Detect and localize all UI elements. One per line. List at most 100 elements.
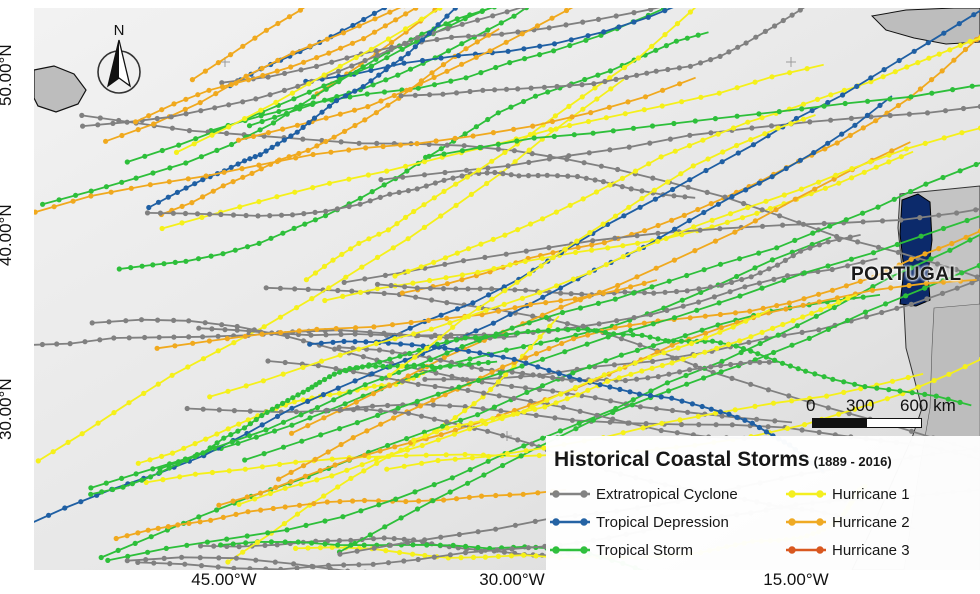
storm-track-point (918, 233, 924, 239)
storm-track-point (444, 419, 450, 425)
storm-track-point (258, 166, 264, 172)
storm-track-point (572, 296, 578, 302)
storm-track-point (886, 152, 892, 158)
storm-track-point (360, 354, 366, 360)
storm-track-point (860, 294, 866, 300)
storm-track-point (816, 299, 822, 305)
storm-track-point (427, 285, 433, 291)
storm-track-point (356, 140, 362, 146)
country-label-portugal: PORTUGAL (851, 264, 962, 285)
storm-track-point (145, 527, 151, 533)
storm-track-point (151, 560, 157, 566)
storm-track-point (368, 78, 374, 84)
storm-track-tropical-storm (90, 360, 498, 496)
storm-track-point (790, 318, 796, 324)
storm-track-point (414, 35, 421, 41)
storm-track-point (98, 554, 104, 561)
storm-track-point (535, 172, 541, 179)
storm-track-point (475, 544, 481, 551)
storm-track-point (535, 328, 541, 334)
storm-track-point (402, 40, 408, 46)
legend-title-text: Historical Coastal Storms (554, 448, 810, 471)
storm-track-point (218, 542, 224, 548)
storm-track-point (649, 43, 655, 49)
storm-track-point (976, 263, 980, 269)
storm-track-point (286, 154, 292, 160)
storm-track-point (259, 331, 265, 337)
storm-track-point (947, 247, 953, 253)
storm-track-point (614, 318, 620, 324)
storm-track-point (300, 397, 306, 403)
storm-track-point (300, 338, 307, 344)
storm-track-point (801, 296, 807, 302)
storm-track-point (757, 340, 763, 347)
storm-track-point (225, 388, 231, 394)
storm-track-point (485, 116, 491, 123)
storm-track-point (908, 188, 914, 195)
storm-track-point (649, 284, 655, 290)
storm-track-point (585, 387, 591, 393)
storm-track-point (166, 179, 172, 185)
storm-track-point (755, 312, 761, 318)
storm-track-point (904, 64, 910, 70)
storm-track-point (220, 183, 226, 189)
storm-track-point (333, 366, 339, 372)
storm-track-point (354, 420, 360, 426)
storm-track-point (825, 405, 831, 411)
storm-track-point (413, 372, 419, 378)
storm-track-point (243, 212, 249, 219)
storm-track-point (547, 323, 553, 329)
storm-track-point (522, 258, 528, 264)
storm-track-point (792, 237, 798, 243)
storm-track-point (307, 415, 313, 421)
storm-track-point (873, 164, 879, 170)
storm-track-point (559, 340, 565, 347)
storm-track-point (607, 182, 613, 188)
storm-track-point (225, 559, 231, 565)
storm-track-point (665, 179, 671, 185)
storm-track-point (410, 280, 416, 286)
storm-track-point (518, 453, 524, 459)
storm-track-point (142, 334, 148, 341)
storm-track-point (343, 274, 349, 280)
storm-track-point (290, 395, 296, 401)
storm-track-point (209, 326, 215, 332)
storm-track-point (750, 142, 757, 148)
storm-track-point (319, 109, 325, 115)
storm-track-point (402, 357, 408, 363)
storm-track-point (692, 362, 699, 369)
storm-track-point (923, 181, 929, 187)
storm-track-point (259, 412, 265, 419)
storm-track-point (752, 357, 758, 363)
storm-track-point (929, 90, 935, 96)
storm-track-point (375, 52, 381, 59)
storm-track-point (257, 490, 264, 496)
storm-track-point (747, 308, 753, 314)
storm-track-point (452, 456, 458, 462)
storm-track-point (601, 29, 607, 35)
storm-track-point (462, 314, 468, 320)
storm-track-point (730, 324, 736, 330)
storm-track-point (305, 386, 311, 393)
storm-track-point (915, 60, 921, 66)
storm-track-point (881, 67, 887, 73)
storm-track-point (570, 276, 577, 282)
storm-track-point (671, 120, 677, 127)
storm-track-point (277, 285, 283, 291)
storm-track-point (222, 327, 228, 333)
storm-track-point (278, 329, 284, 336)
storm-track-point (505, 48, 511, 54)
storm-track-point (155, 525, 161, 532)
storm-track-point (869, 287, 876, 293)
storm-track-point (675, 345, 681, 351)
storm-track-point (486, 453, 492, 460)
storm-track-point (862, 384, 868, 390)
storm-track-point (307, 341, 313, 347)
storm-track-point (370, 561, 376, 567)
storm-track-point (159, 225, 165, 232)
storm-track-point (359, 264, 365, 270)
storm-track-point (780, 222, 786, 228)
storm-track-point (331, 371, 337, 377)
storm-track-point (883, 301, 889, 307)
storm-track-point (431, 74, 437, 80)
